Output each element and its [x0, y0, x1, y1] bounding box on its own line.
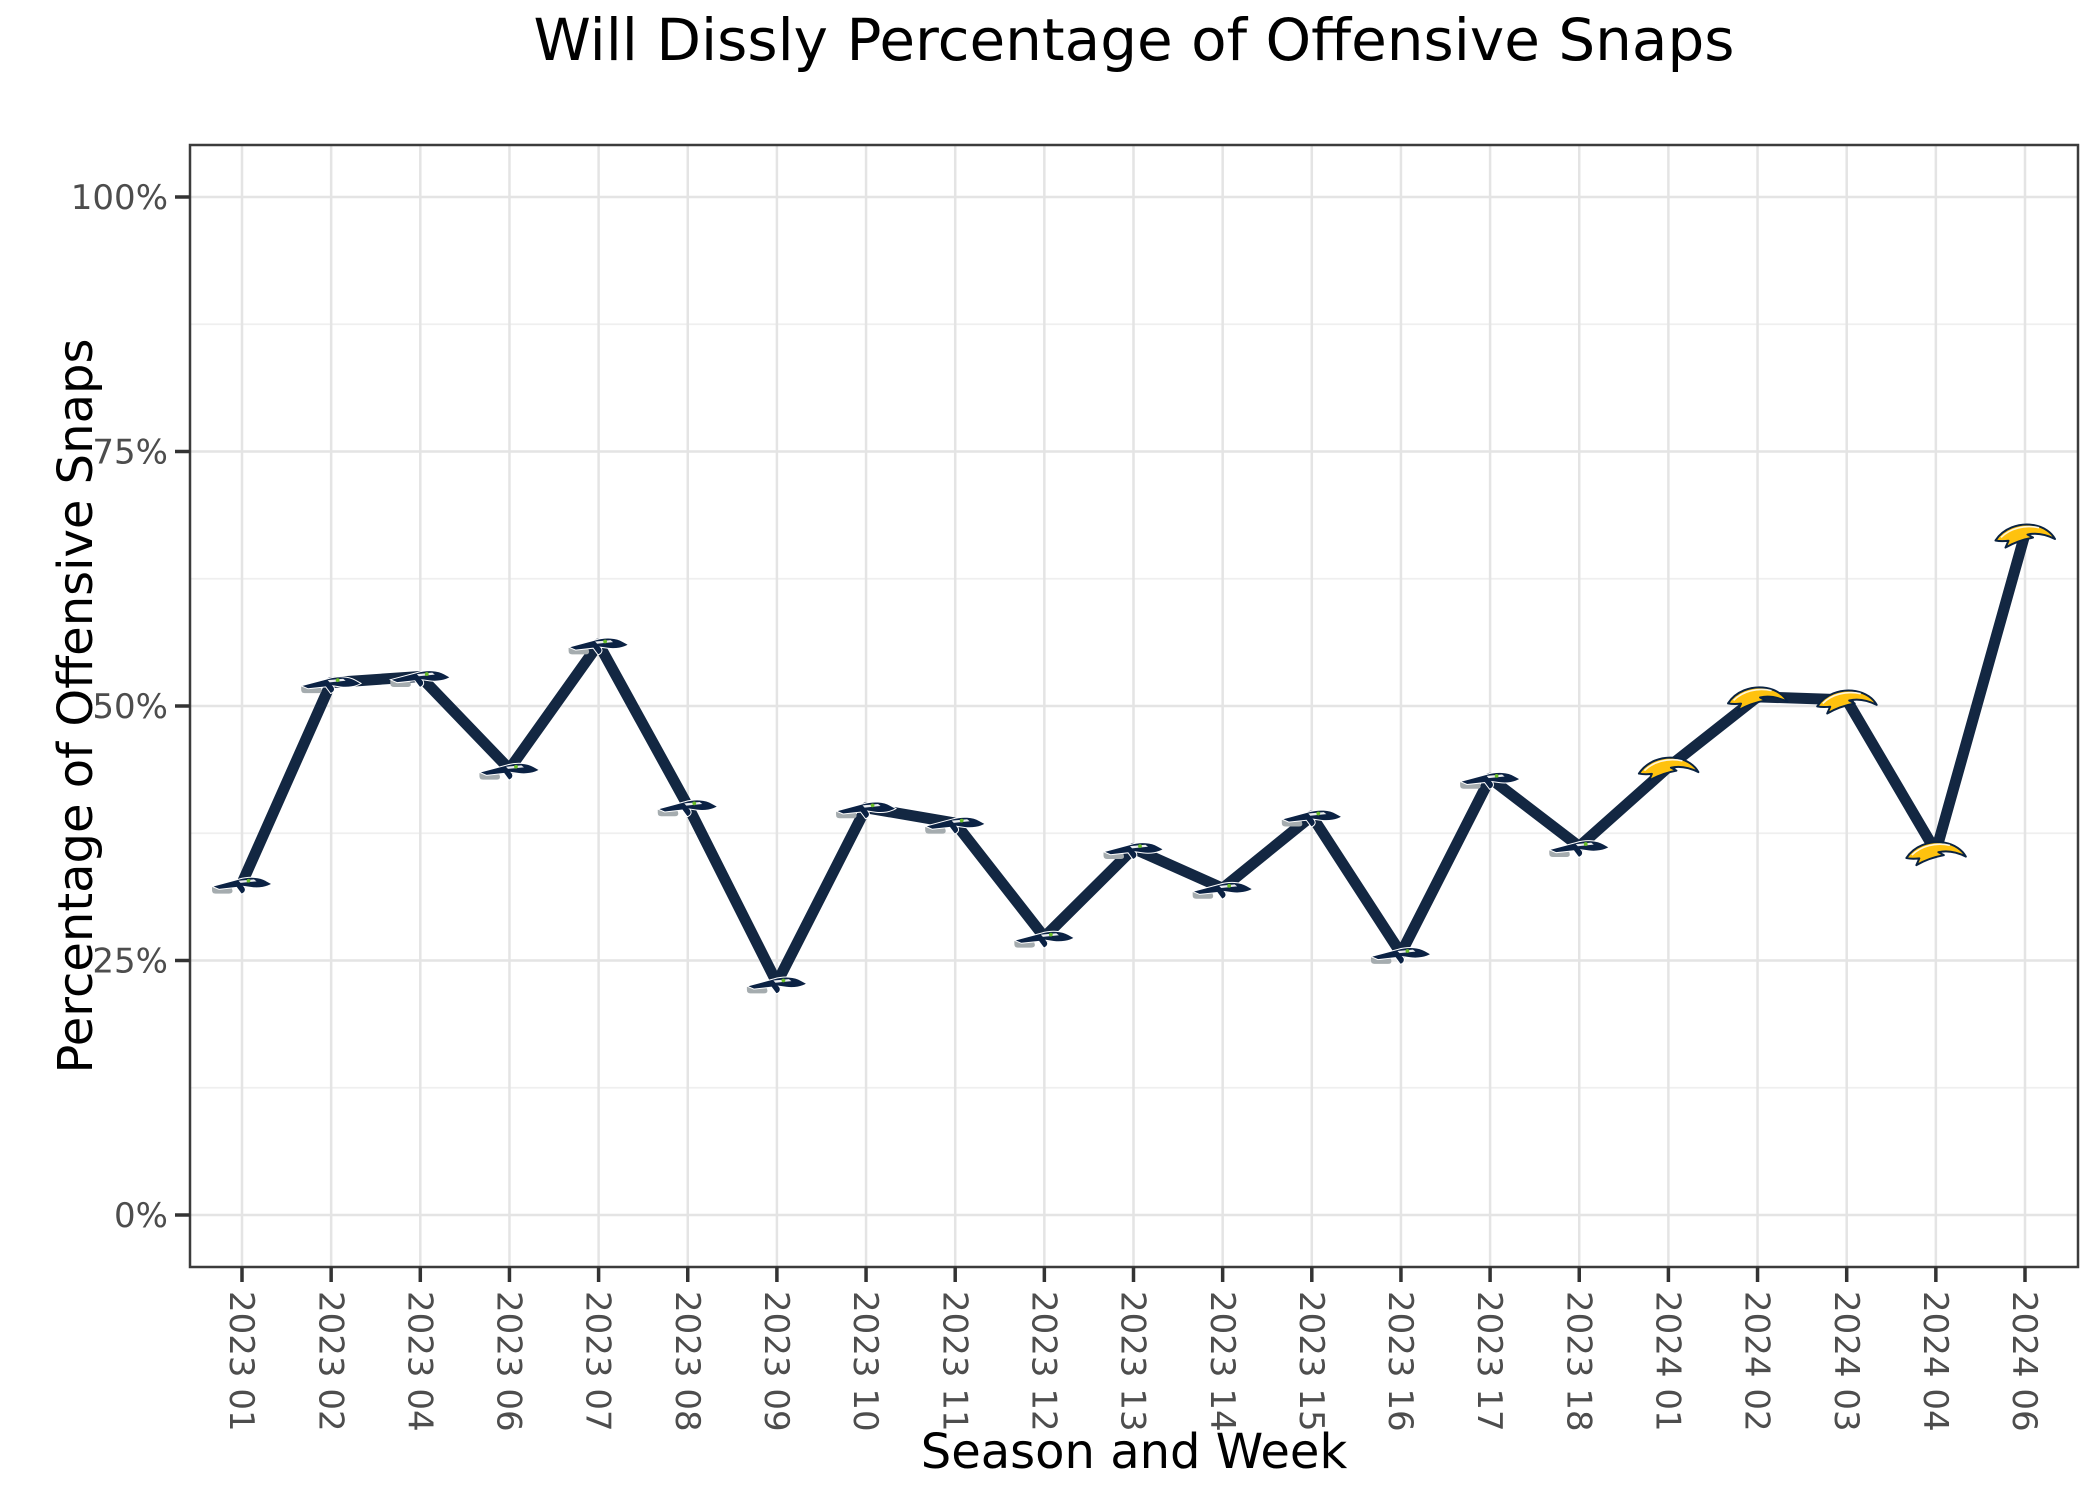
y-tick-label: 100% [71, 178, 168, 218]
y-tick-label: 50% [92, 687, 168, 727]
x-tick-label: 2023 14 [1202, 1291, 1242, 1432]
x-tick-label: 2023 13 [1113, 1291, 1153, 1432]
data-point-logo-sea [657, 799, 719, 818]
y-tick-label: 75% [92, 432, 168, 472]
x-tick-label: 2024 03 [1826, 1291, 1866, 1432]
x-tick-label: 2023 09 [756, 1291, 796, 1432]
x-tick-label: 2024 02 [1737, 1291, 1777, 1432]
x-tick-label: 2023 04 [399, 1291, 439, 1432]
x-tick-label: 2023 08 [667, 1291, 707, 1432]
x-tick-label: 2024 01 [1648, 1291, 1688, 1432]
data-point-logo-sea [1192, 881, 1254, 900]
data-point-logo-sea [1281, 809, 1343, 828]
chart-title: Will Dissly Percentage of Offensive Snap… [533, 6, 1735, 74]
data-point-logo-sea [1459, 771, 1521, 790]
data-point-logo-sea [746, 976, 808, 995]
data-point-logo-sea [1548, 840, 1610, 858]
x-tick-label: 2023 17 [1469, 1291, 1509, 1432]
x-axis-title: Season and Week [920, 1424, 1348, 1480]
y-tick-label: 0% [114, 1196, 168, 1236]
x-tick-label: 2024 06 [2004, 1291, 2044, 1432]
y-tick-label: 25% [92, 941, 168, 981]
data-point-logo-sea [300, 676, 362, 695]
data-point-logo-sea [211, 876, 273, 895]
data-point-logo-sea [1013, 930, 1075, 949]
x-tick-label: 2023 15 [1291, 1291, 1331, 1432]
x-tick-label: 2024 04 [1915, 1291, 1955, 1432]
x-tick-label: 2023 11 [934, 1291, 974, 1432]
x-tick-label: 2023 18 [1558, 1291, 1598, 1432]
data-point-logo-sea [1370, 947, 1432, 965]
x-tick-label: 2023 07 [578, 1291, 618, 1432]
x-tick-label: 2023 02 [310, 1291, 350, 1432]
data-point-logo-sea [478, 762, 540, 781]
data-point-logo-sea [568, 637, 630, 656]
x-tick-label: 2023 16 [1380, 1291, 1420, 1432]
x-tick-label: 2023 06 [489, 1291, 529, 1432]
x-tick-label: 2023 01 [221, 1291, 261, 1432]
x-tick-label: 2023 10 [845, 1291, 885, 1432]
x-tick-label: 2023 12 [1023, 1291, 1063, 1432]
